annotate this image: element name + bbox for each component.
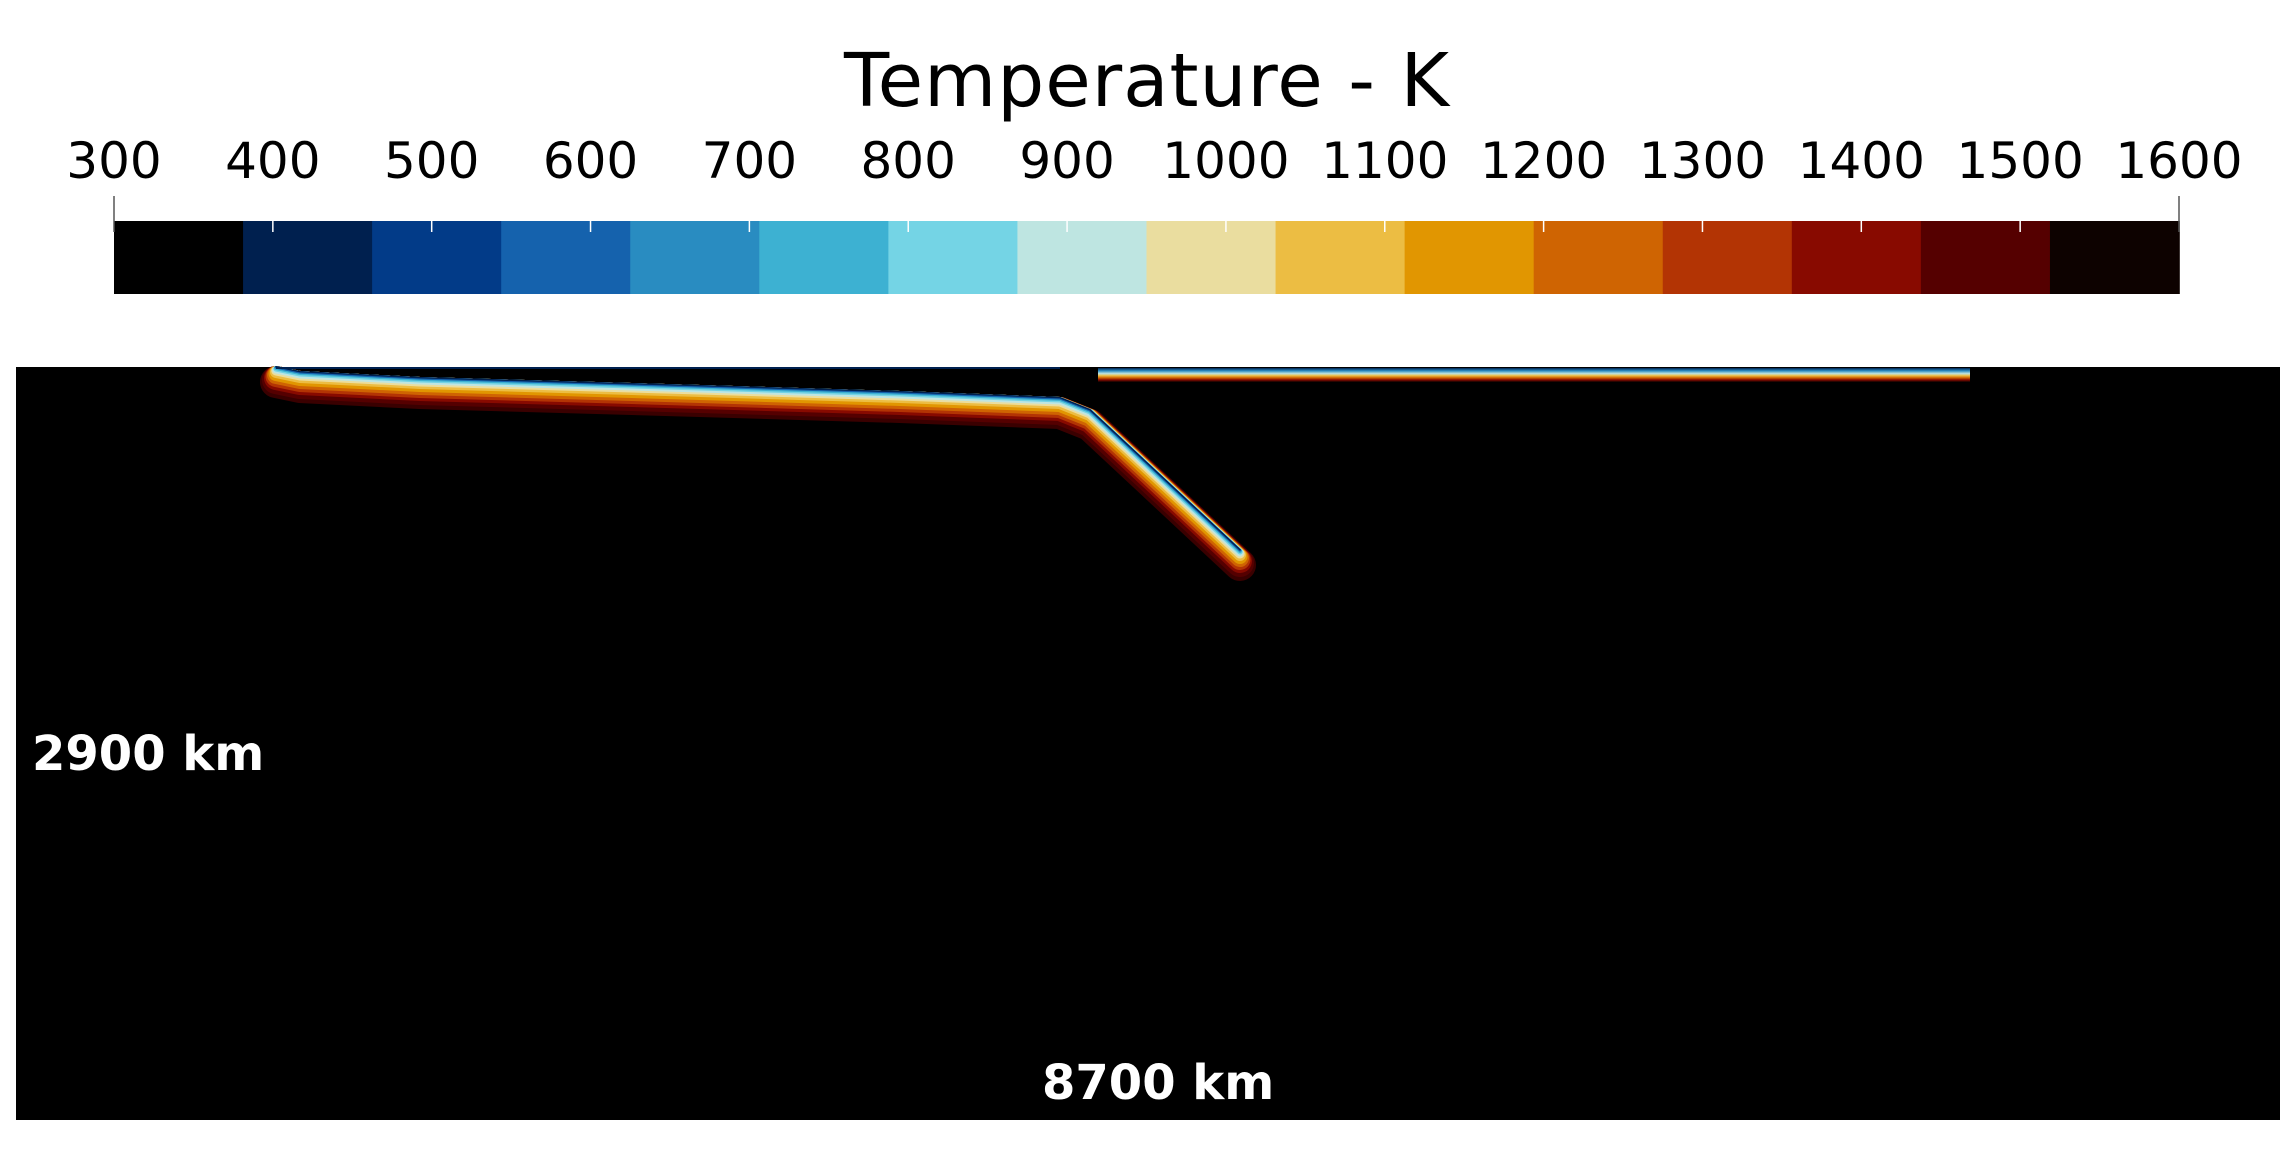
colorbar-bin xyxy=(759,221,890,294)
colorbar-tick-labels: 300 400 500 600 700 800 900 1000 1100 1200 1300 140… xyxy=(66,132,2242,190)
colorbar-tick-label: 400 xyxy=(225,132,320,190)
colorbar: 300 400 500 600 700 800 900 1000 1100 1200 1300 140… xyxy=(66,132,2243,294)
colorbar-tick-label: 700 xyxy=(702,132,797,190)
colorbar-tick-label: 1200 xyxy=(1480,132,1607,190)
colorbar-title: Temperature - K xyxy=(843,38,1451,124)
colorbar-ticks xyxy=(113,196,2180,232)
colorbar-bin xyxy=(1791,221,1922,294)
colorbar-tick-label: 1500 xyxy=(1957,132,2084,190)
domain-height-label: 2900 km xyxy=(32,726,265,782)
colorbar-tick-label: 1400 xyxy=(1798,132,1925,190)
colorbar-tick-label: 900 xyxy=(1019,132,1114,190)
colorbar-tick-label: 1300 xyxy=(1639,132,1766,190)
colorbar-bins xyxy=(114,221,2180,294)
domain-width-label: 8700 km xyxy=(1042,1055,1275,1111)
colorbar-bin xyxy=(372,221,502,294)
colorbar-bin xyxy=(888,221,1019,294)
colorbar-bin xyxy=(1662,221,1793,294)
slab-isotherm xyxy=(275,365,1241,551)
colorbar-bin xyxy=(243,221,373,294)
colorbar-bin xyxy=(1533,221,1664,294)
colorbar-bin xyxy=(1146,221,1277,294)
overriding-plate xyxy=(1098,368,1970,382)
colorbar-bin xyxy=(1404,221,1535,294)
colorbar-bin xyxy=(114,221,244,294)
colorbar-tick-label: 600 xyxy=(543,132,638,190)
colorbar-bin xyxy=(630,221,761,294)
colorbar-bin xyxy=(1920,221,2051,294)
colorbar-tick-label: 500 xyxy=(384,132,479,190)
colorbar-tick-label: 800 xyxy=(861,132,956,190)
colorbar-bin xyxy=(2049,221,2180,294)
subducting-slab xyxy=(260,365,1256,581)
colorbar-tick-label: 1100 xyxy=(1321,132,1448,190)
colorbar-bin xyxy=(1275,221,1406,294)
colorbar-tick-label: 300 xyxy=(66,132,161,190)
colorbar-tick-label: 1000 xyxy=(1162,132,1289,190)
colorbar-bin xyxy=(501,221,632,294)
colorbar-bin xyxy=(1017,221,1148,294)
colorbar-tick-label: 1600 xyxy=(2115,132,2242,190)
